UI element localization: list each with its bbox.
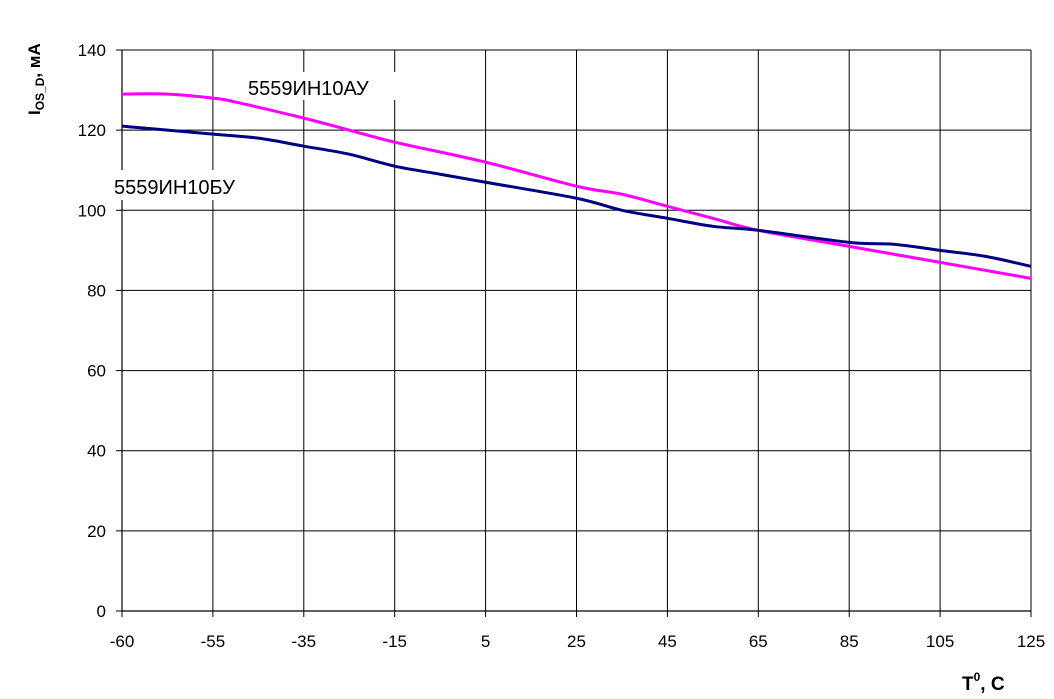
- series-label-b: 5559ИН10БУ: [114, 177, 235, 199]
- x-axis-title: T0, C: [962, 670, 1005, 695]
- x-tick-labels: -60 -55 -35 -15 5 25 45 65 85 105 125: [110, 632, 1045, 651]
- x-tick-label: 85: [840, 632, 859, 651]
- x-tick-label: 105: [926, 632, 954, 651]
- series-lines: [121, 92, 1032, 280]
- series-line-b: [121, 124, 1032, 268]
- series-line-a: [121, 92, 1032, 280]
- grid: [122, 49, 1032, 611]
- x-tick-label: 5: [481, 632, 490, 651]
- x-tick-label: 125: [1017, 632, 1045, 651]
- y-tick-label: 100: [78, 201, 106, 220]
- y-tick-labels: 0 20 40 60 80 100 120 140: [78, 41, 106, 621]
- y-tick-label: 40: [87, 442, 106, 461]
- series-label-b-background: [112, 170, 302, 200]
- y-axis-title: IOS_D, мА: [25, 43, 47, 115]
- y-tick-label: 20: [87, 522, 106, 541]
- x-tick-label: 65: [749, 632, 768, 651]
- y-tick-label: 60: [87, 362, 106, 381]
- series-label-a-background: [246, 72, 430, 100]
- x-tick-label: -55: [201, 632, 226, 651]
- x-tick-label: -60: [110, 632, 135, 651]
- y-tick-label: 140: [78, 41, 106, 60]
- x-tick-label: -15: [382, 632, 407, 651]
- series-label-a: 5559ИН10АУ: [248, 78, 369, 100]
- x-tick-label: 45: [658, 632, 677, 651]
- y-tick-label: 80: [87, 281, 106, 300]
- y-tick-label: 0: [97, 602, 106, 621]
- x-tick-label: -35: [292, 632, 317, 651]
- axes: [116, 49, 1032, 617]
- x-tick-label: 25: [567, 632, 586, 651]
- y-tick-label: 120: [78, 121, 106, 140]
